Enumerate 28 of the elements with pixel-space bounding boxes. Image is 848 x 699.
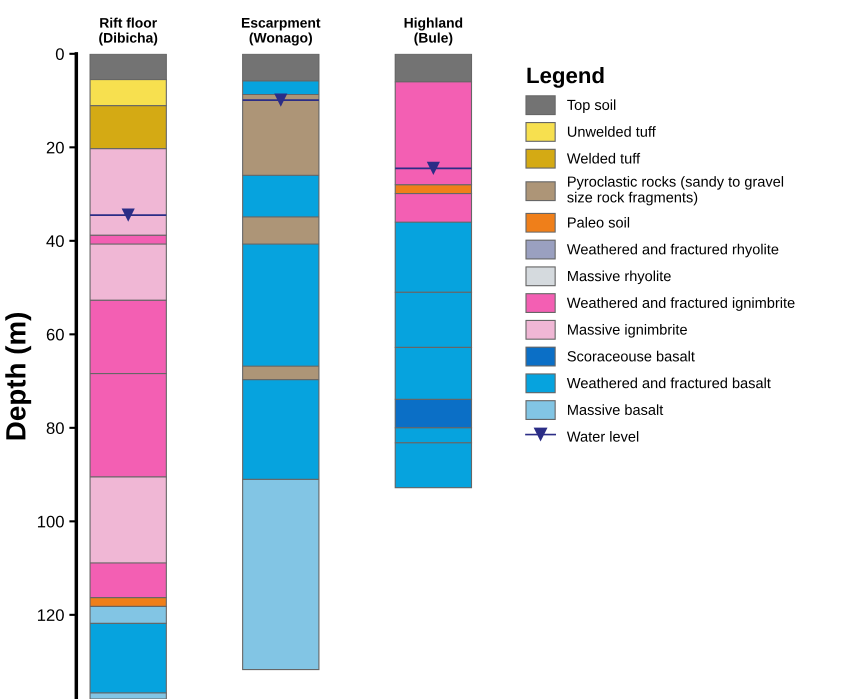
y-tick-label: 40 bbox=[46, 235, 64, 248]
y-tick-label: 60 bbox=[46, 328, 64, 341]
legend-label: Weathered and fractured basalt bbox=[566, 378, 771, 388]
legend-label: Water level bbox=[566, 431, 638, 442]
legend-label: Massive basalt bbox=[568, 404, 664, 415]
point bbox=[426, 162, 440, 175]
y-tick-label: 20 bbox=[46, 142, 64, 154]
legend-label: Welded tuff bbox=[566, 152, 640, 164]
legend-label: Paleo soil bbox=[568, 216, 630, 228]
legend-title: Legend bbox=[527, 66, 604, 88]
x-tick-label: Escarpment (Wonago) bbox=[242, 18, 320, 46]
legend-label: Weathered and fractured rhyolite bbox=[566, 244, 778, 258]
legend-label: Massive ignimbrite bbox=[568, 324, 687, 338]
y-tick-label: 0 bbox=[56, 48, 64, 60]
y-tick-label: 80 bbox=[46, 422, 64, 434]
x-tick-label: Highland (Bule) bbox=[404, 18, 462, 46]
y-axis-title: Depth (m) bbox=[5, 312, 32, 440]
y-tick-label: 100 bbox=[38, 516, 64, 528]
legend-label: Massive rhyolite bbox=[568, 270, 671, 284]
x-tick-label: Rift floor (Dibicha) bbox=[99, 18, 158, 46]
legend-label: Pyroclastic rocks (sandy to gravel size rock fragments) bbox=[567, 176, 784, 206]
point bbox=[122, 208, 135, 222]
point bbox=[274, 94, 288, 107]
legend-label: Scoraceouse basalt bbox=[567, 350, 695, 362]
legend-label: Weathered and fractured ignimbrite bbox=[566, 297, 795, 311]
y-tick-label: 120 bbox=[38, 609, 64, 622]
legend-label: Top soil bbox=[567, 99, 616, 113]
legend-label: Unwelded tuff bbox=[568, 126, 656, 137]
